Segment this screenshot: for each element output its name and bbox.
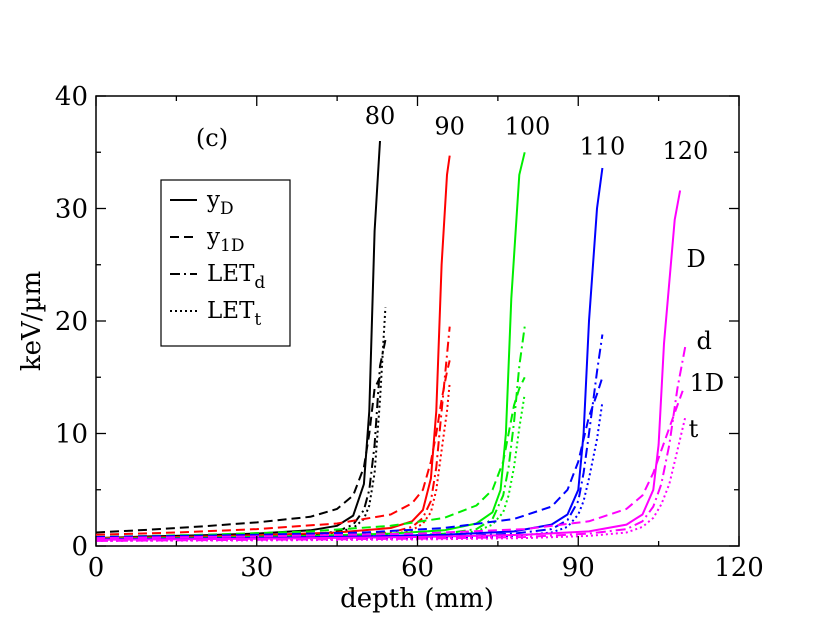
energy-label-110: 110 [579, 133, 625, 161]
curve-80-y-1d [95, 376, 381, 534]
x-tick-label: 120 [714, 553, 764, 583]
legend-label: LETt [207, 298, 261, 330]
curve-100-let-d [95, 326, 526, 542]
legend: yD y1D LETd LETt [160, 179, 291, 347]
curve-120-y-d [95, 190, 682, 541]
curve-type-label-d: d [696, 327, 711, 355]
curve-110-let-t [95, 401, 604, 542]
curve-90-let-d [95, 326, 451, 542]
y-tick-label: 20 [55, 307, 88, 337]
x-tick-label: 90 [562, 553, 595, 583]
y-tick-label: 10 [55, 420, 88, 450]
energy-label-120: 120 [663, 137, 709, 165]
legend-box [160, 179, 291, 347]
y-tick-label: 40 [55, 82, 88, 112]
x-tick-label: 60 [401, 553, 434, 583]
y-axis-label: keV/µm [17, 271, 47, 371]
x-axis-label: depth (mm) [340, 584, 494, 614]
curve-120-let-d [95, 345, 687, 542]
energy-labels: 80 90 100 110 120 [365, 102, 709, 165]
x-tick-labels: 0 30 60 90 120 [88, 553, 764, 583]
curve-110-y-d [95, 167, 604, 541]
axis-ticks [95, 95, 740, 547]
x-tick-label: 0 [88, 553, 105, 583]
curve-110-let-d [95, 334, 604, 542]
curve-110-y-1d [95, 376, 604, 538]
y-tick-label: 0 [71, 532, 88, 562]
energy-label-80: 80 [365, 102, 396, 130]
legend-label: LETd [207, 261, 265, 293]
legend-entries: yD y1D LETd LETt [170, 187, 265, 330]
curve-100-y-d [95, 152, 526, 540]
curve-type-labels: Dd 1D t [687, 245, 725, 443]
energy-label-100: 100 [504, 112, 550, 140]
curve-100-let-t [95, 393, 526, 542]
curve-100-y-1d [95, 376, 526, 538]
legend-label: yD [206, 187, 234, 219]
curve-type-label-1d: 1D [690, 369, 725, 397]
curve-type-label-t: t [689, 415, 699, 443]
curves [95, 140, 687, 542]
curve-90-let-t [95, 382, 451, 542]
curve-80-let-t [95, 307, 387, 542]
curve-120-let-t [95, 416, 687, 542]
x-tick-label: 30 [240, 553, 273, 583]
curve-80-let-d [95, 339, 387, 542]
curve-type-label-d: D [687, 245, 706, 273]
energy-label-90: 90 [434, 112, 465, 140]
curve-90-y-1d [95, 360, 451, 536]
curve-120-y-1d [95, 390, 684, 540]
y-tick-labels: 0 10 20 30 40 [55, 82, 88, 562]
legend-label: y1D [206, 224, 244, 256]
panel-label: (c) [196, 124, 228, 152]
y-tick-label: 30 [55, 195, 88, 225]
